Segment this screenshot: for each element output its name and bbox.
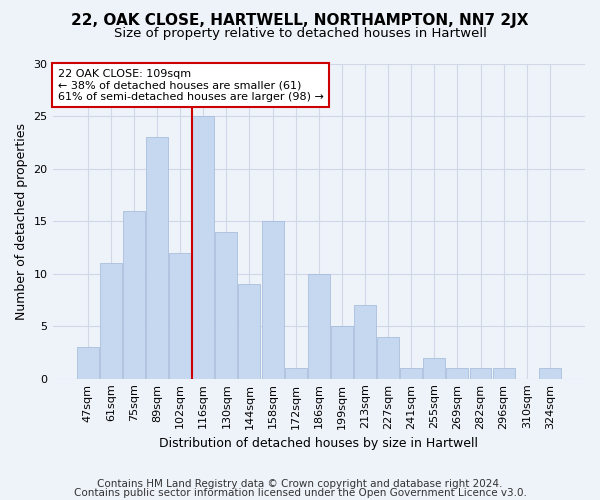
Text: Contains public sector information licensed under the Open Government Licence v3: Contains public sector information licen… [74, 488, 526, 498]
Bar [424, 358, 445, 378]
Bar [400, 368, 422, 378]
Bar [446, 368, 469, 378]
Bar [77, 347, 98, 378]
Bar [354, 306, 376, 378]
Bar [238, 284, 260, 378]
Bar [215, 232, 238, 378]
Bar [100, 264, 122, 378]
Bar [262, 222, 284, 378]
Bar [331, 326, 353, 378]
Bar [377, 336, 399, 378]
Bar [284, 368, 307, 378]
X-axis label: Distribution of detached houses by size in Hartwell: Distribution of detached houses by size … [159, 437, 478, 450]
Text: Size of property relative to detached houses in Hartwell: Size of property relative to detached ho… [113, 28, 487, 40]
Bar [169, 253, 191, 378]
Bar [192, 116, 214, 378]
Text: 22, OAK CLOSE, HARTWELL, NORTHAMPTON, NN7 2JX: 22, OAK CLOSE, HARTWELL, NORTHAMPTON, NN… [71, 12, 529, 28]
Bar [493, 368, 515, 378]
Text: 22 OAK CLOSE: 109sqm
← 38% of detached houses are smaller (61)
61% of semi-detac: 22 OAK CLOSE: 109sqm ← 38% of detached h… [58, 68, 324, 102]
Bar [470, 368, 491, 378]
Y-axis label: Number of detached properties: Number of detached properties [15, 123, 28, 320]
Bar [146, 138, 168, 378]
Text: Contains HM Land Registry data © Crown copyright and database right 2024.: Contains HM Land Registry data © Crown c… [97, 479, 503, 489]
Bar [308, 274, 330, 378]
Bar [123, 211, 145, 378]
Bar [539, 368, 561, 378]
